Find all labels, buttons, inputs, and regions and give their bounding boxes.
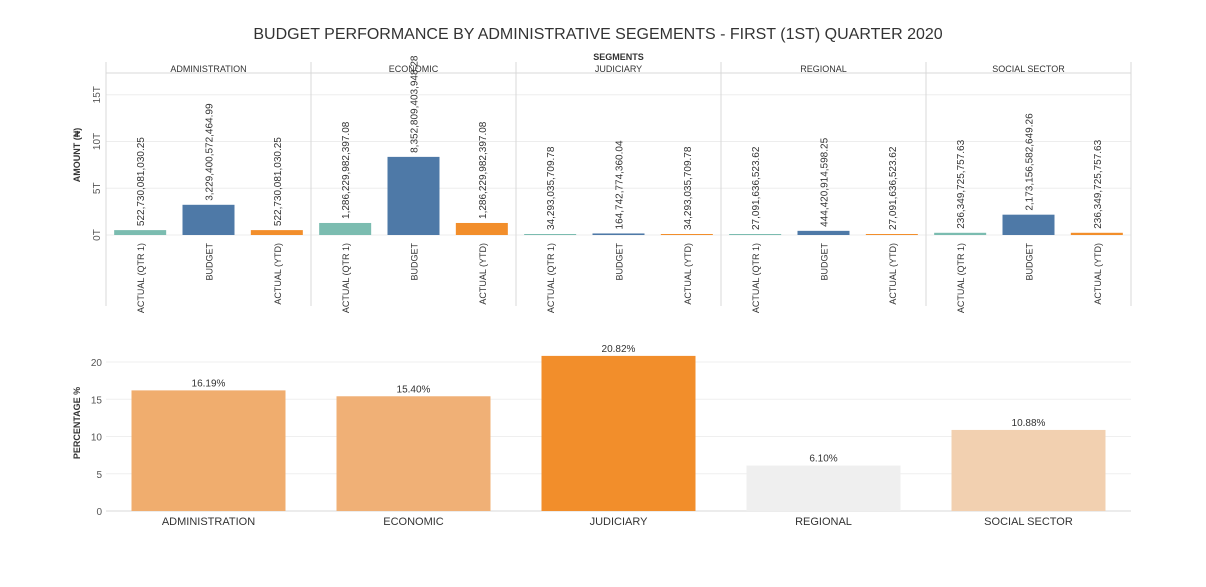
percentage-category-label: SOCIAL SECTOR [984,516,1073,528]
amount-bar [387,156,440,235]
percentage-category-label: JUDICIARY [590,516,649,528]
amount-category-label: ACTUAL (YTD) [683,243,693,305]
amount-data-label: 27,091,636,523.62 [751,146,762,230]
percentage-bar [541,355,696,511]
segments-header: SEGMENTS [593,52,644,62]
percentage-data-label: 15.40% [397,384,431,395]
y-tick-label: 0T [92,229,103,241]
amount-data-label: 27,091,636,523.62 [888,146,899,230]
percentage-chart: 0 5 10 15 20 PERCENTAGE % 16.19% ADMINISTRATION… [72,344,1131,528]
amount-data-label: 236,349,725,757.63 [1093,139,1104,228]
amount-category-label: BUDGET [205,243,215,281]
panel-title: ADMINISTRATION [170,64,246,74]
amount-bar [250,230,303,235]
amount-category-label: BUDGET [410,243,420,281]
amount-bar [729,234,782,235]
amount-data-label: 34,293,035,709.78 [683,146,694,230]
percentage-category-label: ECONOMIC [383,516,444,528]
amount-data-label: 444,420,914,598.25 [820,137,831,226]
amount-data-label: 3,229,400,572,464.99 [205,103,216,201]
amount-category-label: ACTUAL (YTD) [1093,243,1103,305]
amount-data-label: 8,352,809,403,948.28 [410,55,421,153]
amount-bar [455,222,508,235]
amount-category-label: ACTUAL (YTD) [273,243,283,305]
amount-bar [934,232,987,235]
y-tick-label: 10 [91,433,103,444]
amount-category-label: ACTUAL (QTR 1) [136,243,146,313]
amount-category-label: BUDGET [615,243,625,281]
percentage-bar [131,390,286,511]
amount-bar [797,230,850,235]
amount-category-label: BUDGET [820,243,830,281]
amount-data-label: 236,349,725,757.63 [956,139,967,228]
y-tick-label: 5 [96,470,102,481]
amount-category-label: ACTUAL (YTD) [478,243,488,305]
amount-category-label: ACTUAL (QTR 1) [956,243,966,313]
panel-title: ECONOMIC [389,64,439,74]
y-axis-label: PERCENTAGE % [72,387,82,459]
panel-title: REGIONAL [800,64,847,74]
amount-bar [1070,232,1123,235]
percentage-data-label: 16.19% [192,378,226,389]
percentage-bar [951,429,1106,511]
amount-data-label: 2,173,156,582,649.26 [1025,113,1036,211]
amount-bar [660,234,713,235]
amount-data-label: 522,730,081,030.25 [136,137,147,226]
amount-bar [319,222,372,235]
percentage-data-label: 20.82% [602,344,636,355]
amount-data-label: 522,730,081,030.25 [273,137,284,226]
y-axis-label: AMOUNT (₦) [72,128,82,183]
percentage-bar [746,465,901,511]
amount-bar [865,234,918,235]
amount-chart: SEGMENTS 0T 5T 10T 15T AMOUNT (₦) ADMINISTRATI… [72,52,1132,313]
chart-title: BUDGET PERFORMANCE BY ADMINISTRATIVE SEG… [253,26,942,43]
percentage-bar [336,396,491,511]
amount-data-label: 1,286,229,982,397.08 [478,121,489,219]
amount-category-label: ACTUAL (QTR 1) [546,243,556,313]
percentage-category-label: ADMINISTRATION [162,516,255,528]
amount-bar [524,234,577,235]
amount-category-label: ACTUAL (QTR 1) [341,243,351,313]
y-tick-label: 20 [91,358,103,369]
percentage-data-label: 10.88% [1012,418,1046,429]
amount-bar [1002,214,1055,235]
amount-category-label: BUDGET [1025,243,1035,281]
amount-data-label: 164,742,774,360.04 [615,140,626,229]
amount-data-label: 34,293,035,709.78 [546,146,557,230]
y-tick-label: 15 [91,395,103,406]
amount-data-label: 1,286,229,982,397.08 [341,121,352,219]
amount-category-label: ACTUAL (QTR 1) [751,243,761,313]
y-tick-label: 5T [92,182,103,194]
amount-category-label: ACTUAL (YTD) [888,243,898,305]
percentage-category-label: REGIONAL [795,516,852,528]
amount-bar [182,204,235,235]
panel-title: JUDICIARY [595,64,642,74]
y-tick-label: 15T [92,86,103,103]
y-tick-label: 0 [96,507,102,518]
amount-bar [592,233,645,235]
y-tick-label: 10T [92,133,103,150]
amount-bar [114,230,167,235]
percentage-data-label: 6.10% [809,454,837,465]
panel-title: SOCIAL SECTOR [992,64,1065,74]
